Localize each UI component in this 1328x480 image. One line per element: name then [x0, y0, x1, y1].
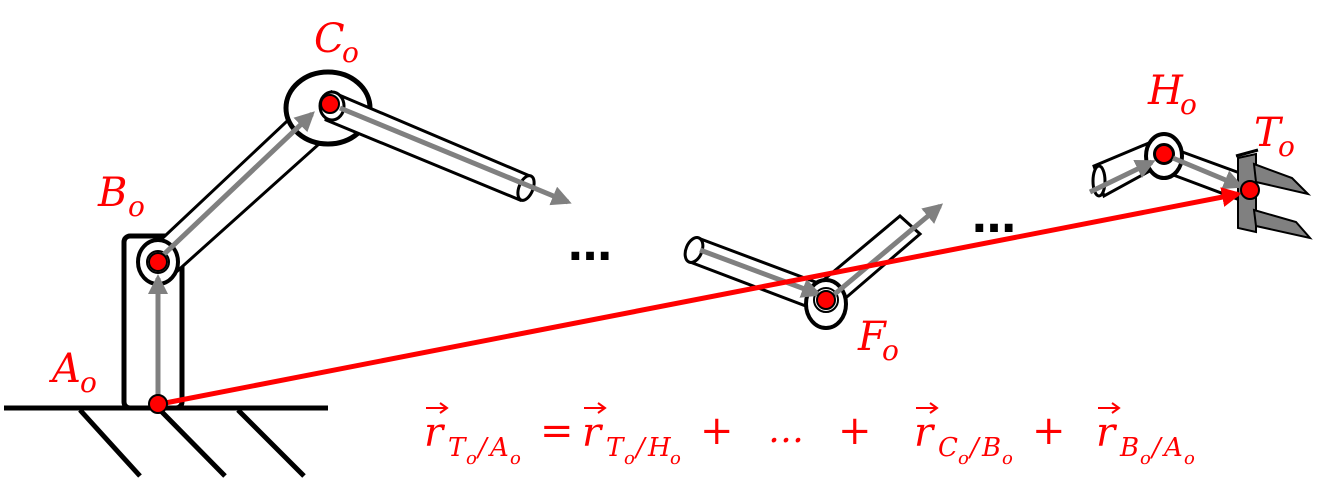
svg-text:B: B	[1119, 433, 1139, 463]
svg-text:o: o	[80, 366, 97, 399]
svg-text:F: F	[857, 314, 887, 360]
label-h: H o	[1147, 68, 1197, 121]
gray-vectors	[148, 105, 1244, 402]
label-b: B o	[97, 170, 145, 223]
ellipsis-right: …	[972, 192, 1016, 243]
svg-text:r: r	[424, 410, 446, 456]
svg-text:T: T	[1254, 110, 1284, 156]
eq-plus-2: +	[838, 408, 872, 454]
label-t: T o	[1254, 110, 1295, 163]
vec-a-t-resultant	[159, 187, 1242, 407]
ground	[4, 405, 328, 478]
svg-text:o: o	[128, 190, 145, 223]
svg-text:o: o	[1140, 448, 1151, 469]
svg-text:H: H	[647, 433, 672, 463]
svg-text:o: o	[958, 448, 969, 469]
svg-text:C: C	[314, 16, 345, 62]
svg-text:o: o	[1278, 130, 1295, 163]
vec-g-h	[1088, 159, 1156, 195]
svg-text:H: H	[1147, 68, 1184, 114]
eq-equals: =	[540, 408, 574, 454]
point-h	[1154, 144, 1174, 164]
svg-text:A: A	[488, 433, 509, 463]
svg-text:C: C	[938, 433, 958, 463]
label-a: A o	[48, 346, 97, 399]
svg-text:T: T	[448, 433, 467, 463]
svg-text:A: A	[1162, 433, 1183, 463]
vec-b-c	[158, 111, 315, 260]
eq-plus-1: +	[700, 408, 734, 454]
label-f: F o	[857, 314, 899, 367]
label-c: C o	[314, 16, 359, 69]
point-t	[1240, 180, 1260, 200]
joint-points	[148, 94, 1260, 414]
eq-middle-dots: …	[768, 410, 804, 451]
svg-text:r: r	[1096, 410, 1118, 456]
point-a	[148, 394, 168, 414]
svg-text:r: r	[914, 410, 936, 456]
svg-text:o: o	[510, 448, 521, 469]
svg-text:o: o	[882, 334, 899, 367]
svg-text:A: A	[48, 346, 81, 392]
svg-text:o: o	[1002, 448, 1013, 469]
svg-text:/: /	[475, 433, 489, 463]
point-c	[320, 94, 340, 114]
vec-e-f	[699, 247, 822, 298]
eq-term-t-h: r T o / H o	[582, 402, 681, 469]
svg-text:/: /	[1149, 433, 1163, 463]
vec-f-g	[828, 203, 944, 300]
svg-text:o: o	[1184, 448, 1195, 469]
eq-term-b-a: r B o / A o	[1096, 402, 1195, 469]
vec-c-d	[339, 105, 572, 206]
eq-lhs: r T o / A o	[424, 402, 521, 469]
svg-text:o: o	[624, 448, 635, 469]
svg-text:B: B	[981, 433, 1001, 463]
ellipsis-left: …	[568, 220, 612, 271]
svg-text:/: /	[967, 433, 981, 463]
svg-text:o: o	[342, 36, 359, 69]
point-f	[816, 290, 836, 310]
point-b	[148, 252, 168, 272]
link-cd	[318, 89, 536, 202]
svg-text:o: o	[466, 448, 477, 469]
svg-text:r: r	[582, 410, 604, 456]
svg-text:o: o	[670, 448, 681, 469]
vector-equation: r T o / A o = r T o / H o + … + r C o	[424, 402, 1195, 469]
eq-term-c-b: r C o / B o	[914, 402, 1013, 469]
svg-text:/: /	[633, 433, 647, 463]
eq-plus-3: +	[1032, 408, 1066, 454]
svg-text:B: B	[97, 170, 127, 216]
svg-text:T: T	[606, 433, 625, 463]
vec-h-t	[1167, 153, 1244, 190]
svg-text:o: o	[1180, 88, 1197, 121]
